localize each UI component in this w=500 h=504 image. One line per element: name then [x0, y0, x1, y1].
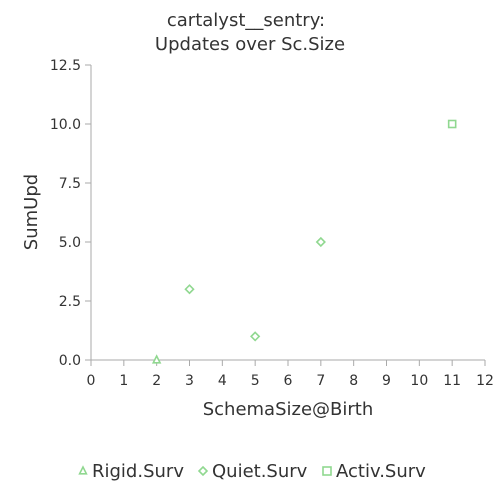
- x-tick-label: 2: [152, 373, 161, 389]
- legend-label: Activ.Surv: [336, 461, 426, 482]
- y-axis: 0.0 2.5 5.0 7.5 10.0 12.5: [50, 58, 92, 369]
- x-axis: 0 1 2 3 4 5 6 7 8 9 10 11 12: [87, 359, 494, 389]
- legend-label: Quiet.Surv: [212, 461, 308, 482]
- legend-entry: Quiet.Surv: [197, 461, 308, 482]
- y-tick-label: 12.5: [50, 58, 81, 74]
- x-tick-label: 12: [476, 373, 494, 389]
- x-tick-label: 1: [119, 373, 128, 389]
- x-tick-label: 6: [284, 373, 293, 389]
- legend-entry: Rigid.Surv: [78, 461, 184, 482]
- x-tick-label: 5: [251, 373, 260, 389]
- x-tick-label: 8: [349, 373, 358, 389]
- x-tick-label: 11: [443, 373, 461, 389]
- data-point-diamond: [184, 284, 195, 295]
- y-tick-label: 0.0: [59, 353, 81, 369]
- data-point-diamond: [250, 331, 261, 342]
- x-tick-label: 4: [218, 373, 227, 389]
- y-tick-label: 7.5: [59, 176, 81, 192]
- data-point-diamond: [315, 236, 326, 248]
- x-tick-label: 3: [185, 373, 194, 389]
- legend-marker-triangle: [78, 465, 88, 475]
- x-tick-label: 9: [382, 373, 391, 389]
- y-axis-label: SumUpd: [21, 174, 42, 250]
- legend-marker-diamond: [197, 465, 209, 477]
- legend-label: Rigid.Surv: [92, 461, 184, 482]
- y-tick-label: 5.0: [59, 235, 81, 251]
- data-point-triangle: [151, 354, 162, 364]
- legend-entry: Activ.Surv: [322, 461, 426, 482]
- x-tick-label: 10: [410, 373, 428, 389]
- legend-marker-square: [322, 466, 332, 476]
- x-axis-label: SchemaSize@Birth: [203, 399, 374, 420]
- data-point-square: [447, 119, 457, 129]
- data-points: [151, 119, 457, 364]
- chart-title-line-1: cartalyst__sentry:: [167, 10, 325, 31]
- chart-title-line-2: Updates over Sc.Size: [155, 34, 345, 55]
- x-tick-label: 7: [316, 373, 325, 389]
- x-tick-label: 0: [87, 373, 96, 389]
- y-tick-label: 2.5: [59, 294, 81, 310]
- y-tick-label: 10.0: [50, 117, 81, 133]
- legend: Rigid.Surv Quiet.Surv Activ.Surv: [78, 461, 426, 482]
